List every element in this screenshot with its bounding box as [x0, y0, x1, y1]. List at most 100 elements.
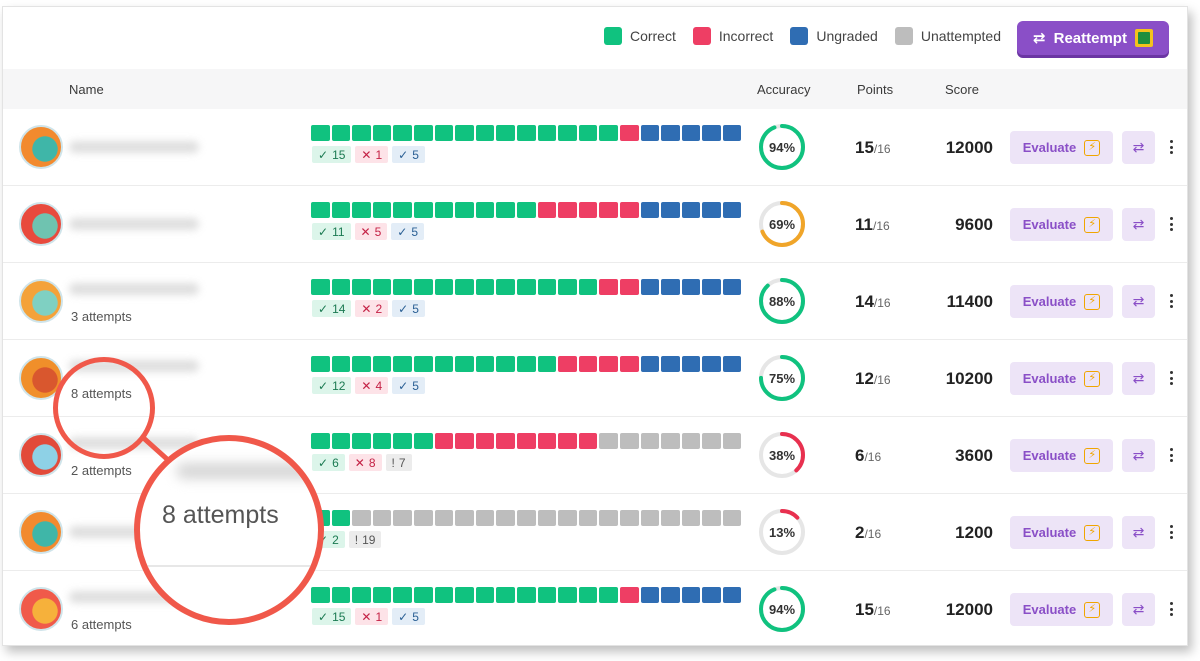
chip-ungraded-count: 5	[412, 609, 419, 624]
legend-label: Ungraded	[816, 28, 878, 44]
avatar	[19, 510, 63, 554]
evaluate-button[interactable]: Evaluate ⚡	[1010, 208, 1113, 241]
question-segment	[722, 356, 742, 372]
zoomed-name-blur	[176, 463, 318, 479]
evaluate-button[interactable]: Evaluate ⚡	[1010, 131, 1113, 164]
evaluate-button[interactable]: Evaluate ⚡	[1010, 285, 1113, 318]
question-segment	[578, 279, 598, 295]
question-segment	[599, 279, 618, 295]
question-result-bar	[311, 587, 742, 603]
chip-incorrect-icon: ✕	[361, 301, 372, 316]
result-chips: ✓ 11 ✕ 5 ✓ 5	[312, 223, 425, 240]
more-options-icon[interactable]	[1166, 599, 1176, 619]
legend-item-ungraded: Ungraded	[790, 27, 878, 45]
toolbar: Correct Incorrect Ungraded Unattempted ⇄ Re…	[3, 7, 1187, 69]
question-segment	[311, 356, 330, 372]
question-segment	[372, 202, 392, 218]
legend-item-unattempted: Unattempted	[894, 27, 1001, 45]
chip-correct-count: 14	[332, 301, 346, 316]
reattempt-row-button[interactable]: ⇄	[1122, 516, 1155, 549]
points-total: /16	[873, 296, 891, 310]
chip-unattempted-count: 19	[362, 532, 376, 547]
question-segment	[537, 510, 557, 526]
reattempt-row-button[interactable]: ⇄	[1122, 285, 1155, 318]
result-chips: ✓ 15 ✕ 1 ✓ 5	[312, 146, 425, 163]
question-segment	[393, 125, 412, 141]
question-segment	[516, 279, 536, 295]
question-segment	[434, 202, 454, 218]
question-segment	[372, 125, 392, 141]
question-segment	[599, 356, 618, 372]
chip-correct-icon: ✓	[318, 147, 329, 162]
chip-correct-count: 12	[332, 378, 346, 393]
evaluate-button[interactable]: Evaluate ⚡	[1010, 593, 1113, 626]
lightning-icon: ⚡	[1084, 139, 1101, 156]
question-segment	[558, 125, 577, 141]
question-segment	[661, 587, 680, 603]
question-segment	[496, 433, 515, 449]
question-segment	[434, 510, 454, 526]
reattempt-row-button[interactable]: ⇄	[1122, 362, 1155, 395]
question-segment	[496, 356, 515, 372]
more-options-icon[interactable]	[1166, 137, 1176, 157]
legend-swatch	[790, 27, 809, 45]
question-segment	[475, 125, 495, 141]
chip-correct: ✓ 6	[312, 454, 345, 471]
chip-ungraded-icon: ✓	[398, 301, 409, 316]
reattempt-row-button[interactable]: ⇄	[1122, 131, 1155, 164]
question-segment	[681, 510, 701, 526]
question-segment	[331, 279, 351, 295]
question-segment	[434, 433, 454, 449]
question-result-bar	[311, 433, 742, 449]
question-segment	[722, 279, 742, 295]
question-segment	[702, 587, 721, 603]
reattempt-button[interactable]: ⇄ Reattempt	[1017, 21, 1169, 55]
points: 2/16	[855, 523, 881, 543]
points-earned: 6	[855, 446, 865, 465]
question-segment	[516, 433, 536, 449]
chip-correct-icon: ✓	[318, 609, 329, 624]
chip-correct-count: 6	[332, 455, 339, 470]
question-segment	[311, 279, 330, 295]
chip-correct: ✓ 11	[312, 223, 351, 240]
question-segment	[702, 433, 721, 449]
avatar	[19, 279, 63, 323]
more-options-icon[interactable]	[1166, 522, 1176, 542]
accuracy-ring-progress	[759, 355, 805, 401]
reattempt-row-button[interactable]: ⇄	[1122, 439, 1155, 472]
chip-correct-count: 2	[332, 532, 339, 547]
question-segment	[661, 125, 680, 141]
points: 14/16	[855, 292, 891, 312]
reattempt-icon: ⇄	[1132, 524, 1145, 540]
evaluate-button[interactable]: Evaluate ⚡	[1010, 362, 1113, 395]
question-segment	[455, 510, 474, 526]
evaluate-button[interactable]: Evaluate ⚡	[1010, 439, 1113, 472]
question-segment	[331, 433, 351, 449]
lightning-icon: ⚡	[1084, 447, 1101, 464]
accuracy-value: 69%	[768, 216, 796, 232]
reattempt-row-button[interactable]: ⇄	[1122, 208, 1155, 241]
question-segment	[558, 510, 577, 526]
question-segment	[578, 356, 598, 372]
more-options-icon[interactable]	[1166, 368, 1176, 388]
table-header: Name Accuracy Points Score	[3, 69, 1187, 109]
points-earned: 15	[855, 600, 874, 619]
accuracy-ring	[759, 432, 805, 478]
question-result-bar	[311, 202, 742, 218]
more-options-icon[interactable]	[1166, 214, 1176, 234]
table-row: 3 attempts ✓ 14 ✕ 2 ✓ 5 88% 14/16 11400 Evalu…	[3, 263, 1187, 340]
more-options-icon[interactable]	[1166, 445, 1176, 465]
question-segment	[455, 125, 474, 141]
question-segment	[661, 510, 680, 526]
question-segment	[537, 433, 557, 449]
chip-correct-count: 11	[332, 224, 345, 239]
question-segment	[475, 433, 495, 449]
more-options-icon[interactable]	[1166, 291, 1176, 311]
reattempt-row-button[interactable]: ⇄	[1122, 593, 1155, 626]
evaluate-button[interactable]: Evaluate ⚡	[1010, 516, 1113, 549]
accuracy-ring	[759, 355, 805, 401]
question-segment	[393, 356, 412, 372]
lightning-icon: ⚡	[1084, 601, 1101, 618]
question-segment	[352, 279, 371, 295]
evaluate-label: Evaluate	[1022, 448, 1077, 463]
